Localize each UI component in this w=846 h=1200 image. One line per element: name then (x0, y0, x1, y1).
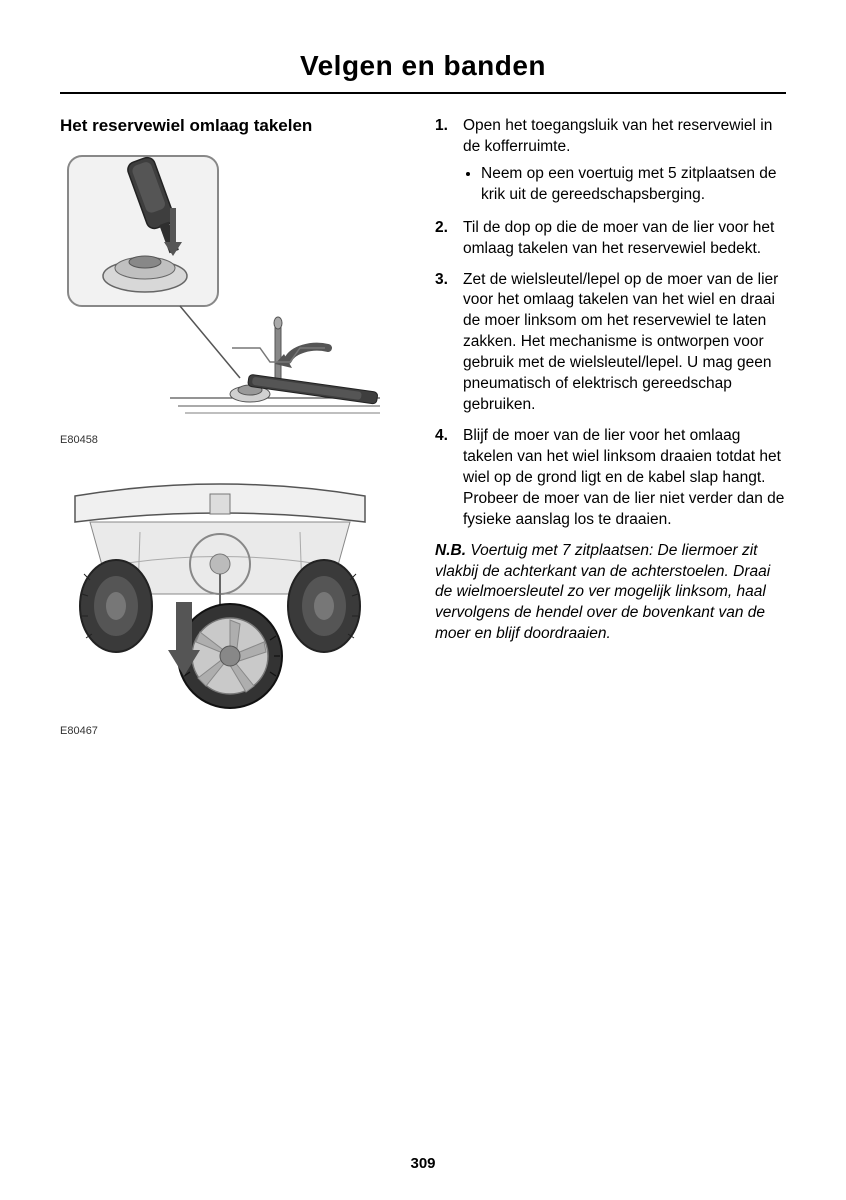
step-number: 2. (435, 218, 463, 260)
step-2: 2. Til de dop op die de moer van de lier… (435, 218, 786, 260)
step-number: 1. (435, 116, 463, 208)
step-4: 4. Blijf de moer van de lier voor het om… (435, 426, 786, 531)
step-text: Til de dop op die de moer van de lier vo… (463, 219, 774, 257)
step-3: 3. Zet de wielsleutel/lepel op de moer v… (435, 270, 786, 416)
step-number: 3. (435, 270, 463, 416)
steps-list: 1. Open het toegangsluik van het reserve… (435, 116, 786, 531)
note-label: N.B. (435, 542, 466, 559)
step-text: Zet de wielsleutel/lepel op de moer van … (463, 271, 778, 414)
two-column-layout: Het reservewiel omlaag takelen (60, 116, 786, 755)
figure-label-2: E80467 (60, 725, 405, 737)
figure-spare-wheel-lowering: E80467 (60, 464, 405, 737)
right-column: 1. Open het toegangsluik van het reserve… (435, 116, 786, 755)
left-column: Het reservewiel omlaag takelen (60, 116, 405, 755)
note-paragraph: N.B. Voertuig met 7 zitplaatsen: De lier… (435, 541, 786, 646)
step-sub-list: Neem op een voertuig met 5 zitplaatsen d… (481, 164, 786, 206)
note-text: Voertuig met 7 zitplaatsen: De liermoer … (435, 542, 770, 643)
step-number: 4. (435, 426, 463, 531)
page-title: Velgen en banden (60, 50, 786, 94)
figure-wrench-nut: E80458 (60, 148, 405, 446)
step-text: Open het toegangsluik van het reservewie… (463, 117, 772, 155)
step-1: 1. Open het toegangsluik van het reserve… (435, 116, 786, 208)
step-sub-item: Neem op een voertuig met 5 zitplaatsen d… (481, 164, 786, 206)
page-number: 309 (0, 1155, 846, 1172)
section-heading: Het reservewiel omlaag takelen (60, 116, 405, 136)
figure-label-1: E80458 (60, 434, 405, 446)
step-text: Blijf de moer van de lier voor het omlaa… (463, 427, 784, 528)
